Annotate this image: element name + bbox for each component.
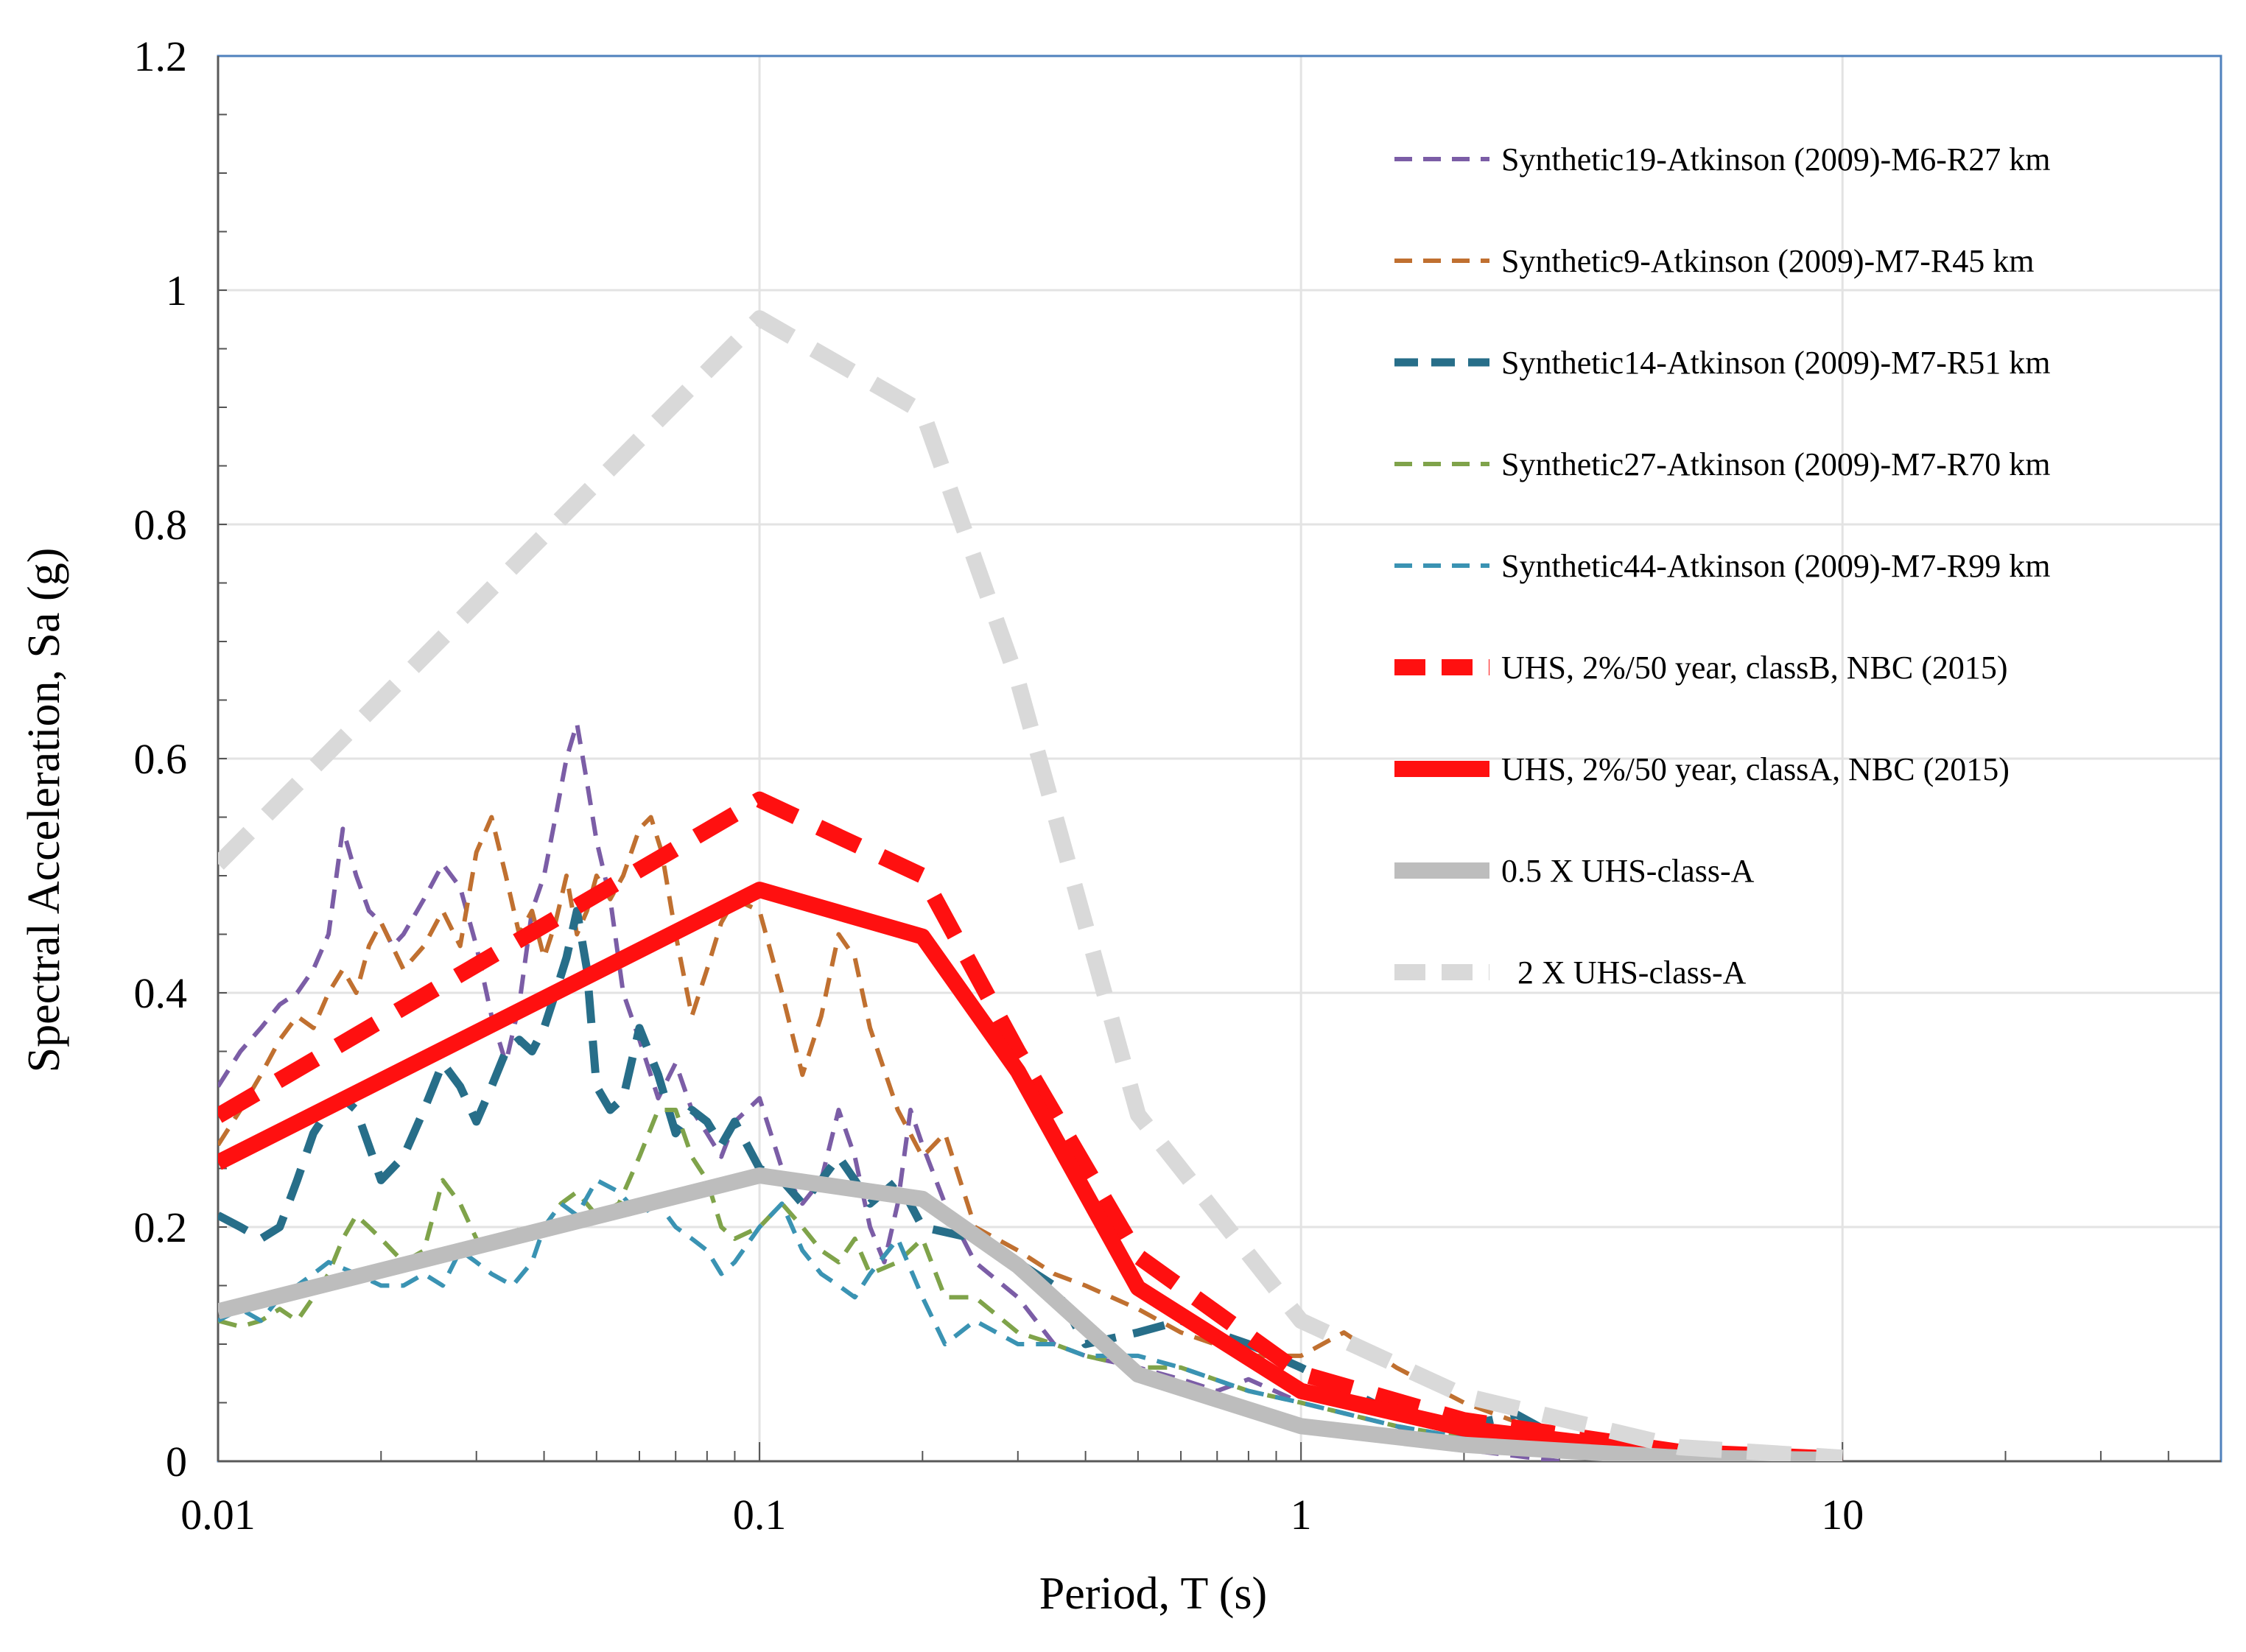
legend-label-synthetic27: Synthetic27-Atkinson (2009)-M7-R70 km bbox=[1501, 446, 2051, 482]
legend-label-synthetic9: Synthetic9-Atkinson (2009)-M7-R45 km bbox=[1501, 243, 2035, 279]
series-line-double-uhs-class-a bbox=[218, 310, 1843, 1461]
x-tick-label: 10 bbox=[1821, 1491, 1864, 1539]
series-line-synthetic9 bbox=[218, 815, 1628, 1452]
x-tick-label: 0.01 bbox=[180, 1491, 256, 1539]
labels: 0 0.2 0.4 0.6 0.8 1 1.2 0.01 0.1 1 10 Period, T (s)… bbox=[19, 32, 1864, 1619]
y-tick-label: 1 bbox=[166, 267, 187, 314]
x-axis-title: Period, T (s) bbox=[1039, 1569, 1267, 1619]
legend-label-double-uhs-class-a: 2 X UHS-class-A bbox=[1517, 955, 1747, 991]
legend-label-half-uhs-class-a: 0.5 X UHS-class-A bbox=[1501, 853, 1755, 889]
axes bbox=[217, 55, 2222, 1463]
series-line-synthetic27 bbox=[218, 1108, 1560, 1452]
legend: Synthetic19-Atkinson (2009)-M6-R27 km Syn… bbox=[1394, 141, 2051, 991]
y-axis-title: Spectral Acceleration, Sa (g) bbox=[19, 548, 69, 1073]
series-line-synthetic44 bbox=[218, 1178, 1560, 1452]
y-tick-label: 1.2 bbox=[134, 32, 188, 80]
x-tick-label: 0.1 bbox=[733, 1491, 787, 1539]
y-tick-label: 0.6 bbox=[134, 735, 188, 783]
series-line-synthetic14 bbox=[218, 907, 1628, 1454]
y-tick-label: 0.4 bbox=[134, 969, 188, 1017]
series-layer bbox=[218, 310, 1843, 1461]
y-tick-label: 0.8 bbox=[134, 501, 188, 549]
x-tick-label: 1 bbox=[1291, 1491, 1312, 1539]
legend-label-uhs-class-b: UHS, 2%/50 year, classB, NBC (2015) bbox=[1501, 650, 2008, 686]
series-line-synthetic19 bbox=[218, 721, 1560, 1461]
y-tick-label: 0 bbox=[166, 1438, 187, 1486]
legend-label-synthetic19: Synthetic19-Atkinson (2009)-M6-R27 km bbox=[1501, 141, 2051, 177]
series-line-half-uhs-class-a bbox=[218, 1167, 1843, 1461]
legend-label-uhs-class-a: UHS, 2%/50 year, classA, NBC (2015) bbox=[1501, 751, 2010, 787]
legend-label-synthetic14: Synthetic14-Atkinson (2009)-M7-R51 km bbox=[1501, 345, 2051, 381]
legend-label-synthetic44: Synthetic44-Atkinson (2009)-M7-R99 km bbox=[1501, 548, 2051, 584]
y-tick-label: 0.2 bbox=[134, 1203, 188, 1251]
